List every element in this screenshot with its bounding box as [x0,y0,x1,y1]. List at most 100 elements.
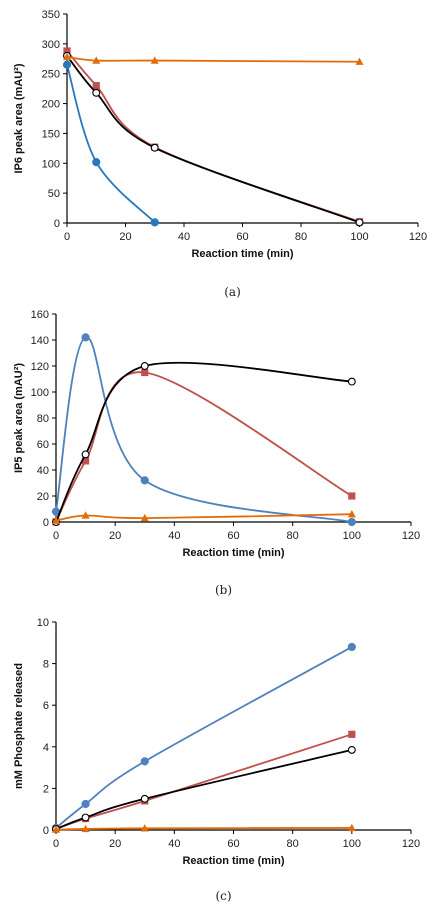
y-tick-label: 100 [31,387,49,399]
data-point [355,57,364,65]
data-point [140,476,149,485]
series-red [52,730,356,833]
series-line [66,64,156,224]
series-line [66,50,360,223]
y-tick-label: 150 [42,128,60,140]
series-black [52,361,356,526]
x-axis-label: Reaction time (min) [182,855,284,867]
series-orange [63,52,364,65]
data-point [141,368,149,377]
series-black [52,745,356,833]
series-blue [62,60,159,227]
data-point [63,52,71,61]
data-point [81,333,90,342]
y-tick-label: 160 [31,309,49,321]
data-point [52,516,60,524]
data-point [62,60,72,69]
series-line [55,361,352,523]
series-orange [52,510,356,524]
data-point [140,794,149,803]
data-point [347,517,356,527]
y-axis-label: IP6 peak area (mAU²) [13,63,25,173]
x-tick-label: 100 [343,530,361,542]
x-tick-label: 120 [402,838,420,850]
data-point [81,457,90,465]
data-point [81,450,90,459]
y-tick-label: 6 [43,700,49,712]
data-point [92,82,100,90]
y-axis-label: IP5 peak area (mAU²) [13,363,25,473]
x-tick-label: 120 [409,231,427,243]
x-tick-label: 40 [178,231,190,243]
data-point [348,492,356,500]
x-tick-label: 60 [227,530,239,542]
data-point [140,513,149,522]
series-blue [51,333,356,527]
y-tick-label: 120 [31,361,49,373]
data-point [347,823,356,832]
chart-panel-2: 0 20 40 60 80 100 120 140 160 0 20 40 60 80 100 120 Reac… [13,309,420,597]
x-tick-label: 0 [53,838,59,850]
series-line [55,336,353,523]
x-tick-label: 40 [168,838,180,850]
data-point [81,511,90,519]
data-point [347,642,356,652]
series-line [66,55,360,224]
x-tick-label: 60 [227,838,239,850]
y-tick-label: 0 [43,517,49,529]
data-point [92,56,101,64]
series-line [55,513,352,522]
data-point [348,730,356,738]
x-tick-label: 80 [287,838,299,850]
x-tick-label: 120 [402,530,420,542]
y-tick-label: 20 [37,491,49,503]
data-point [63,47,71,55]
data-point [81,824,90,833]
y-tick-label: 8 [43,659,49,671]
x-tick-label: 60 [236,231,248,243]
series-black [63,51,364,227]
y-tick-label: 250 [42,69,60,81]
panel-caption: (b) [215,583,232,597]
data-point [52,825,60,833]
y-axis-label: mM Phosphate released [13,663,25,789]
data-point [92,157,101,167]
y-tick-label: 2 [43,783,49,795]
y-tick-label: 350 [42,9,60,21]
series-line [55,749,353,830]
x-tick-label: 0 [64,231,70,243]
data-point [347,745,356,754]
data-point [81,799,90,809]
x-tick-label: 80 [295,231,307,243]
chart-panel-1: 0 50 100 150 200 250 300 350 0 20 40 60 80 100 120 Reac… [13,9,427,299]
y-tick-label: 10 [37,617,49,629]
data-point [347,510,356,518]
data-point [92,88,101,97]
x-tick-label: 20 [109,530,121,542]
y-tick-label: 100 [42,158,60,170]
data-point [150,218,159,227]
y-tick-label: 0 [43,825,49,837]
series-line [55,733,353,830]
data-point [355,218,364,227]
y-tick-label: 60 [37,439,49,451]
series-blue [51,642,356,833]
x-axis-label: Reaction time (min) [191,248,293,260]
y-tick-label: 200 [42,99,60,111]
x-tick-label: 20 [119,231,131,243]
series-red [63,47,364,226]
y-tick-label: 0 [54,218,60,230]
x-tick-label: 40 [168,530,180,542]
data-point [140,757,149,766]
y-tick-label: 4 [43,742,49,754]
y-tick-label: 300 [42,39,60,51]
y-tick-label: 40 [37,465,49,477]
data-point [140,362,149,370]
x-tick-label: 80 [287,530,299,542]
y-tick-label: 140 [31,335,49,347]
panel-caption: (a) [224,285,241,299]
data-point [140,824,149,832]
panel-caption: (c) [215,889,231,903]
